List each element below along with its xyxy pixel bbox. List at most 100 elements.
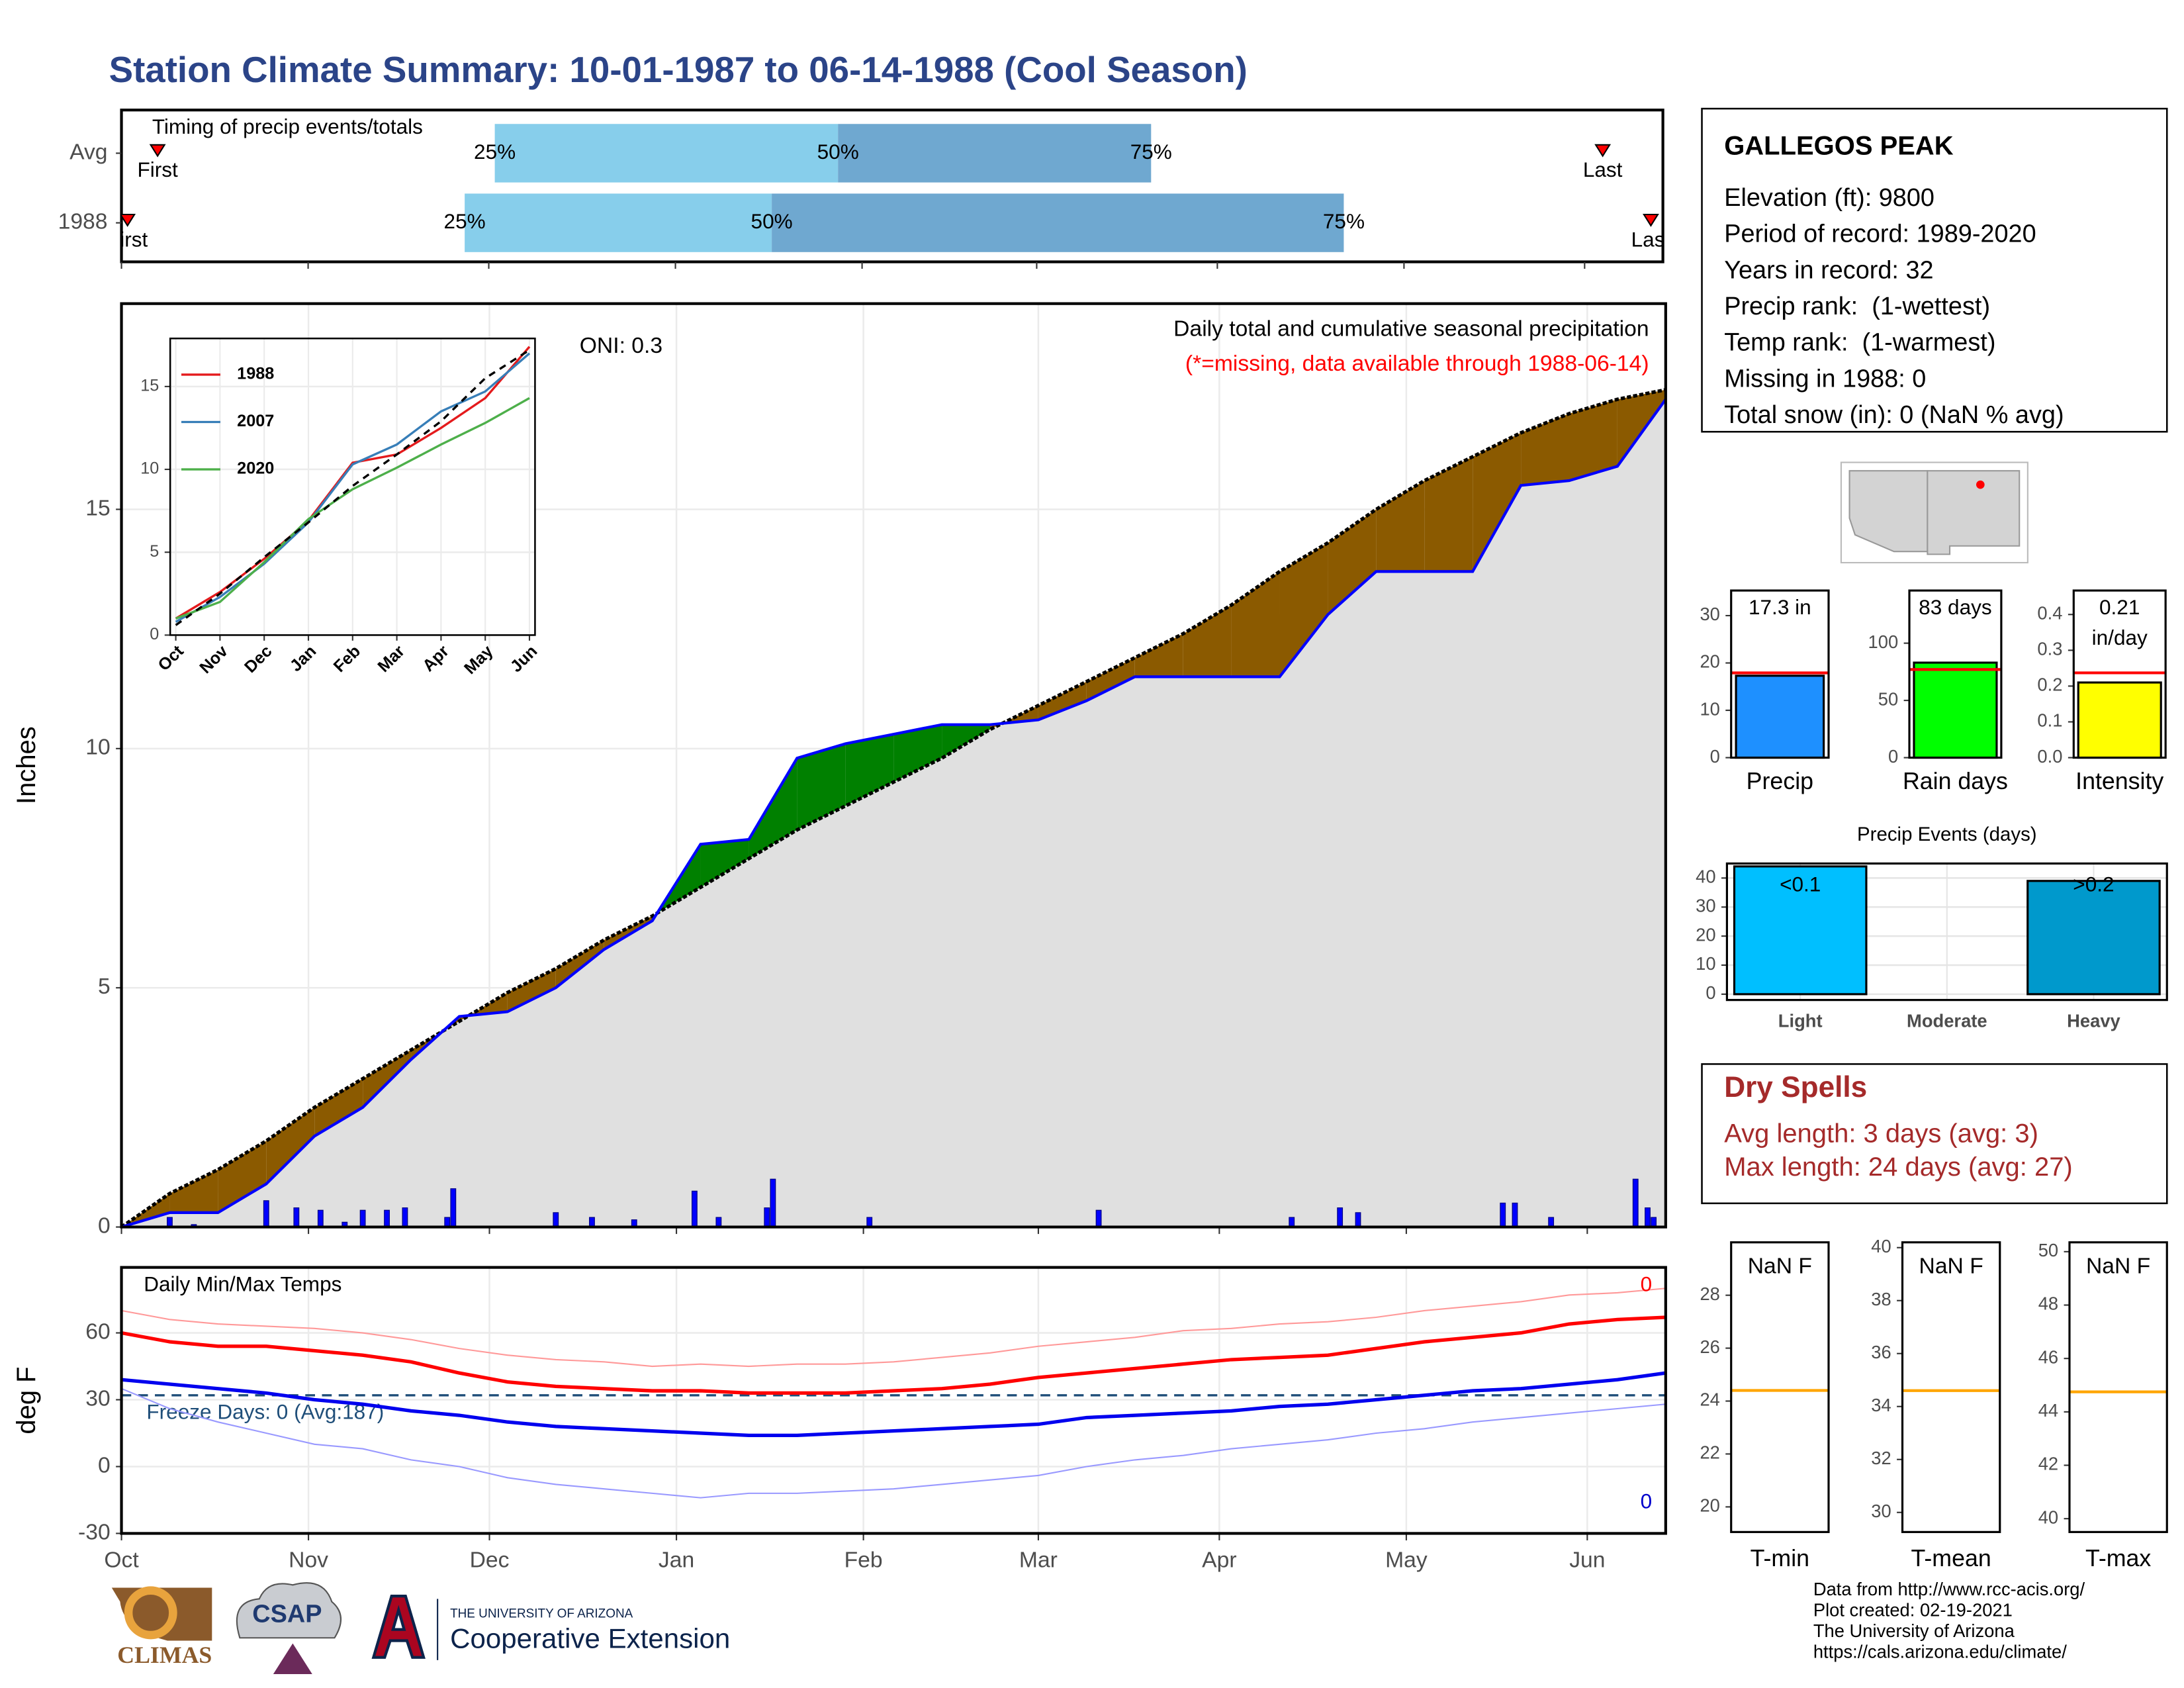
daily-precip-bar [589,1217,595,1228]
x-tick-label: Moderate [1907,1011,1987,1031]
x-tick-label: Oct [104,1548,139,1572]
plot-frame [2068,1241,2168,1533]
x-tick-label: Nov [289,1548,328,1572]
series-line [175,397,530,620]
annotation: ONI: 0.3 [580,334,662,358]
daily-precip-bar [553,1212,559,1228]
y-tick-label: 34 [1871,1395,1891,1415]
chart-title: Daily total and cumulative seasonal prec… [1173,317,1649,342]
plot-background [1731,1242,1829,1532]
y-tick-label: 15 [85,496,110,520]
x-tick-label: Heavy [2067,1011,2120,1031]
percentile-label: 25% [474,140,516,164]
chart-title: Precip Events (days) [1857,823,2037,845]
row-label: Avg [69,140,107,164]
plot-frame [1730,1241,1830,1533]
y-tick-label: 30 [85,1386,110,1411]
timing-bar [494,124,839,183]
x-tick-label: Jan [659,1548,694,1572]
daily-precip-bar [691,1190,698,1228]
deficit-area [169,1169,218,1213]
series-line [121,1315,1666,1395]
percentile-label: 50% [817,140,859,164]
arizona-logo [371,1595,426,1659]
y-tick-label: 5 [98,974,111,999]
dry-spells-line: Max length: 24 days (avg: 27) [1724,1152,2073,1182]
climas-logo-text: CLIMAS [117,1642,212,1668]
bar [1733,865,1868,996]
y-tick-label: 40 [1696,867,1715,887]
y-tick-label: 0.0 [2037,746,2062,767]
timing-bar [838,124,1152,183]
daily-precip-bar [167,1217,173,1228]
daily-precip-bar [1500,1202,1506,1228]
x-tick-label: Apr [1202,1548,1236,1572]
deficit-area [1038,681,1087,720]
y-tick-label: 32 [1871,1448,1891,1468]
percentile-label: 25% [444,209,486,233]
y-tick-label: 0 [98,1213,111,1238]
plot-frame [120,1266,1667,1535]
deficit-area [1134,633,1183,677]
event-marker [1594,144,1612,158]
y-tick-label: 15 [140,377,159,395]
y-tick-label: 0.1 [2037,710,2062,731]
surplus-area [700,839,749,888]
timing-bar [465,193,772,252]
station-detail: Total snow (in): 0 (NaN % avg) [1724,401,2064,429]
percentile-label: 75% [1323,209,1365,233]
legend-label: 1988 [237,365,274,383]
series-line [121,1288,1666,1368]
plot-frame [1901,1241,2001,1533]
legend-label: 2007 [237,412,274,430]
deficit-area [1086,657,1135,701]
station-detail: Elevation (ft): 9800 [1724,184,1934,212]
y-tick-label: 44 [2038,1400,2058,1421]
event-marker [121,213,136,227]
plot-frame [1730,589,1830,759]
station-details: Elevation (ft): 9800 Period of record: 19… [1724,184,2064,429]
station-name: GALLEGOS PEAK [1724,132,1954,161]
bar-annotation: >0.2 [2073,872,2114,896]
y-axis-label: deg F [12,1366,41,1434]
x-tick-label: Light [1778,1011,1823,1031]
plot-frame [169,338,536,636]
deficit-area [1569,399,1617,481]
plot-background [2069,1242,2167,1532]
csap-logo-text: CSAP [252,1601,322,1628]
university-name: THE UNIVERSITY OF ARIZONA [450,1607,633,1620]
percentile-label: 50% [751,209,793,233]
daily-precip-bar [1289,1217,1295,1228]
series-line [121,1387,1666,1499]
y-tick-label: 42 [2038,1454,2058,1474]
y-tick-label: 30 [1700,604,1719,624]
event-label: Last [1631,227,1671,251]
csap-logo-mountain [273,1643,312,1674]
deficit-area [555,939,604,988]
dry-spells-box [1701,1063,2168,1205]
surplus-area [797,743,846,830]
event-label: Last [1583,158,1623,181]
y-tick-label: 46 [2038,1346,2058,1367]
plot-background [1902,1242,2000,1532]
deficit-area [1521,413,1570,486]
y-tick-label: 0 [1710,746,1720,767]
bar [1735,675,1825,759]
y-axis-label: Inches [12,726,41,804]
footer-line: The University of Arizona [1813,1620,2015,1641]
event-marker [149,144,166,158]
cumulative-area [121,399,1666,1227]
daily-precip-bar [263,1200,269,1228]
timing-bar [772,193,1344,252]
deficit-area [363,1050,412,1107]
plot-frame [1725,862,2168,1002]
extension-name: Cooperative Extension [450,1623,730,1654]
footer-line: https://cals.arizona.edu/climate/ [1813,1642,2067,1662]
dry-spells-title: Dry Spells [1724,1071,1867,1103]
y-tick-label: 10 [1700,698,1719,719]
deficit-area [1279,543,1328,677]
legend-label: 2020 [237,459,274,478]
bar [1913,661,1998,759]
y-tick-label: 0 [1888,746,1898,767]
